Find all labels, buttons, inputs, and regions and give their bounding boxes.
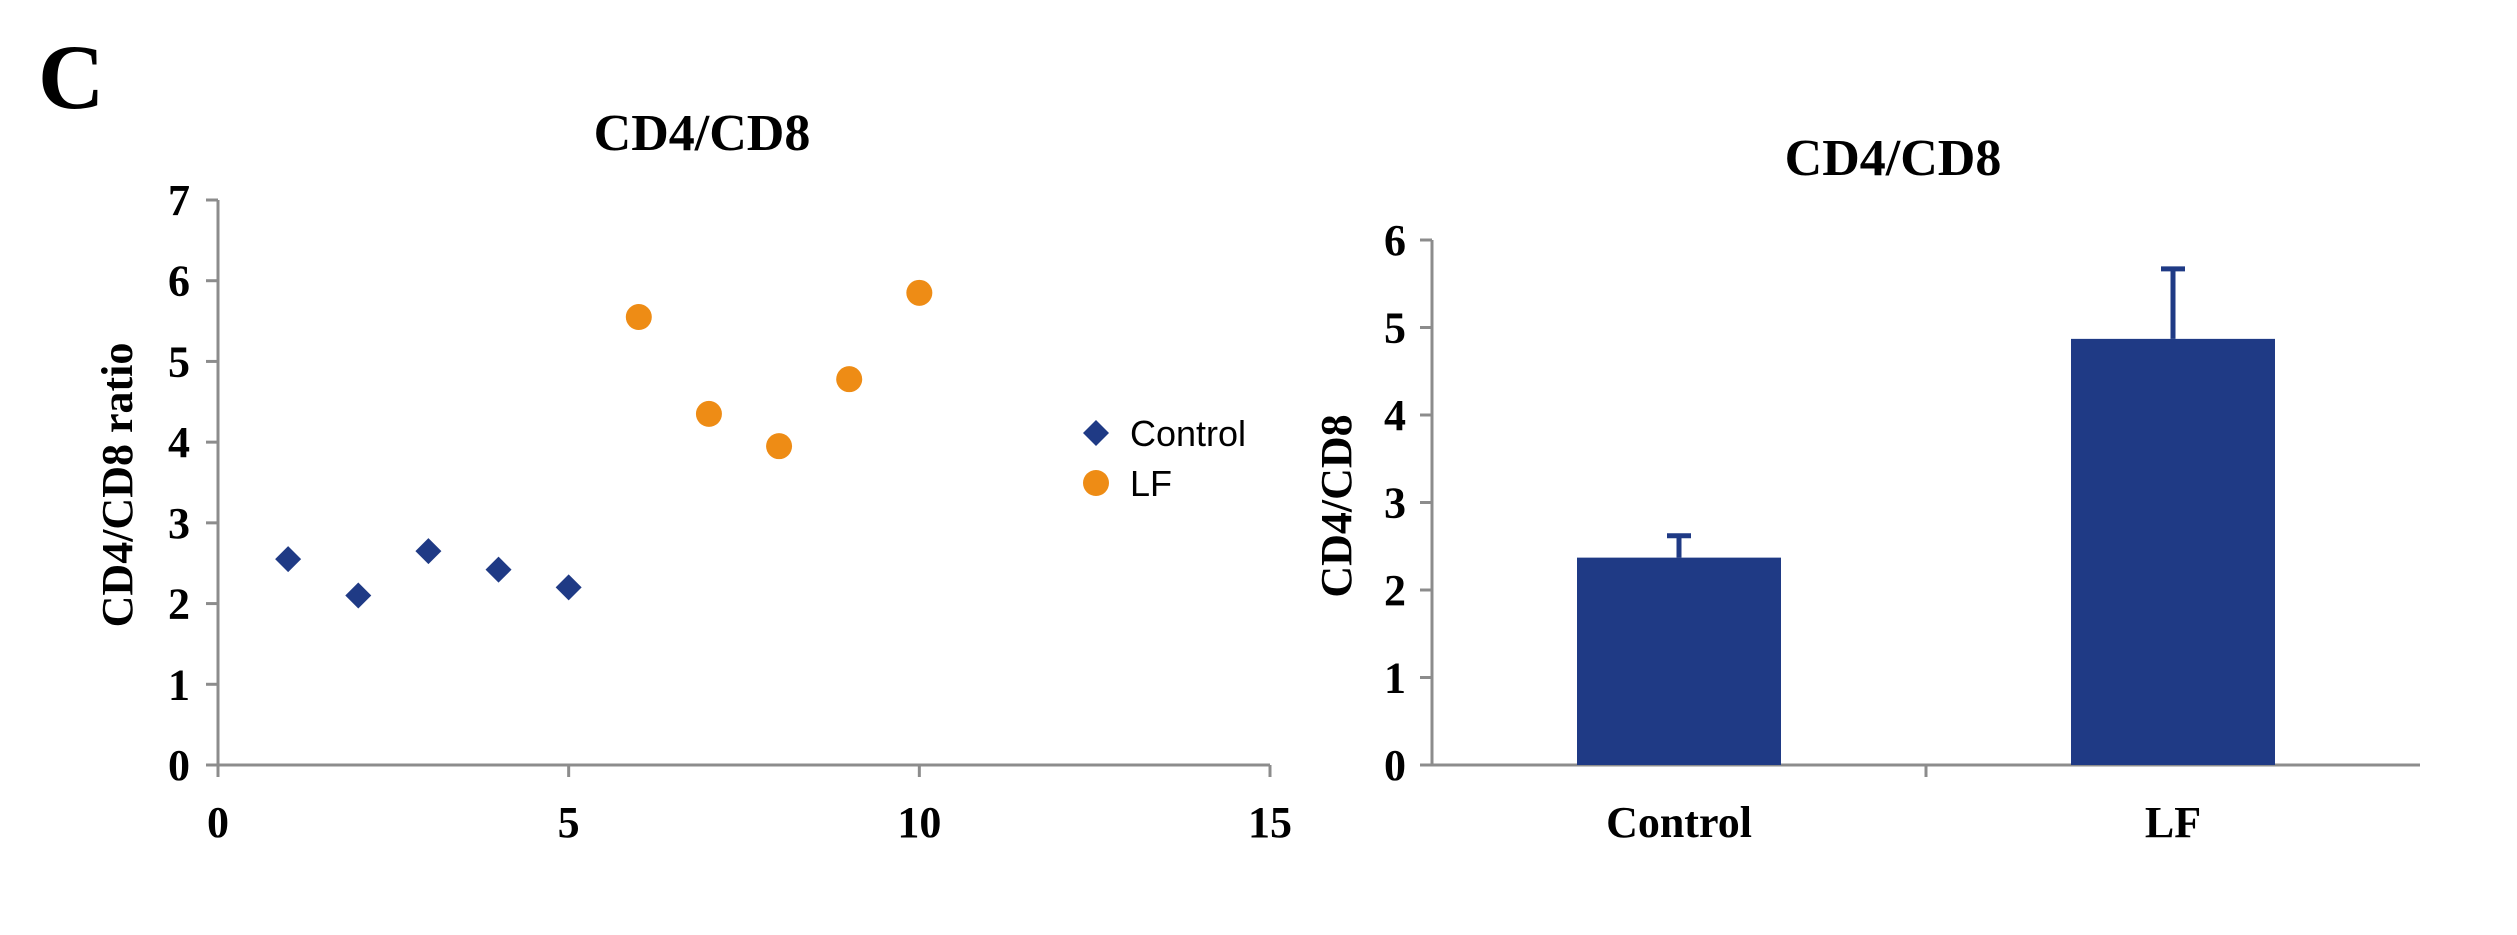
lf-point [695,400,722,427]
scatter-y-tick-label: 0 [168,741,190,790]
bar-chart: CD4/CD8 CD4/CD8 0 1 2 3 4 5 6 Control LF [1312,130,2420,847]
legend-lf-label: LF [1130,463,1172,504]
bar-y-tick-label: 0 [1384,741,1406,790]
scatter-x-tick-label: 10 [897,798,941,847]
bar-control [1577,557,1781,765]
bar-chart-x-ticks: Control LF [1606,765,2201,847]
bar-y-tick-label: 6 [1384,216,1406,265]
bar-y-tick-label: 4 [1384,391,1406,440]
scatter-y-tick-label: 3 [168,499,190,548]
scatter-chart-y-ticks: 0 1 2 3 4 5 6 7 [168,176,218,790]
bar-x-tick-label: LF [2145,798,2201,847]
control-point [345,582,372,609]
panel-label: C [38,26,104,128]
scatter-y-tick-label: 6 [168,257,190,306]
control-point [275,546,302,573]
bar-lf [2071,338,2275,765]
bar-y-tick-label: 3 [1384,479,1406,528]
scatter-y-tick-label: 5 [168,337,190,386]
legend-lf-circle-marker [1083,470,1109,496]
scatter-chart-y-axis-label: CD4/CD8 ratio [93,343,142,628]
lf-point [836,366,863,393]
bar-chart-y-ticks: 0 1 2 3 4 5 6 [1384,216,1432,790]
scatter-chart-title: CD4/CD8 [594,105,811,162]
bar-chart-title: CD4/CD8 [1785,130,2002,187]
control-point [415,538,442,565]
scatter-chart-points [275,279,933,609]
bar-chart-y-axis-label: CD4/CD8 [1312,414,1361,597]
control-point [555,574,582,601]
scatter-x-tick-label: 15 [1248,798,1292,847]
control-point [485,556,512,583]
bar-chart-bars [1577,266,2275,765]
scatter-y-tick-label: 1 [168,660,190,709]
legend-control-label: Control [1130,413,1246,454]
bar-y-tick-label: 1 [1384,654,1406,703]
lf-point [906,279,933,306]
scatter-y-tick-label: 4 [168,418,190,467]
scatter-chart-legend[interactable]: Control LF [1083,413,1246,504]
bar-x-tick-label: Control [1606,798,1752,847]
lf-point [766,433,793,460]
scatter-y-tick-label: 7 [168,176,190,225]
scatter-x-tick-label: 5 [558,798,580,847]
scatter-chart: CD4/CD8 CD4/CD8 ratio 0 1 2 3 4 5 6 7 0 5 10 15 Co… [93,105,1292,847]
legend-control-diamond-marker [1083,420,1109,446]
scatter-chart-axes [216,200,1270,767]
scatter-x-tick-label: 0 [207,798,229,847]
scatter-chart-x-ticks: 0 5 10 15 [207,765,1292,847]
legend-entry-control[interactable]: Control [1083,413,1246,454]
bar-y-tick-label: 2 [1384,566,1406,615]
lf-point [625,304,652,331]
scatter-y-tick-label: 2 [168,580,190,629]
legend-entry-lf[interactable]: LF [1083,463,1172,504]
bar-y-tick-label: 5 [1384,304,1406,353]
